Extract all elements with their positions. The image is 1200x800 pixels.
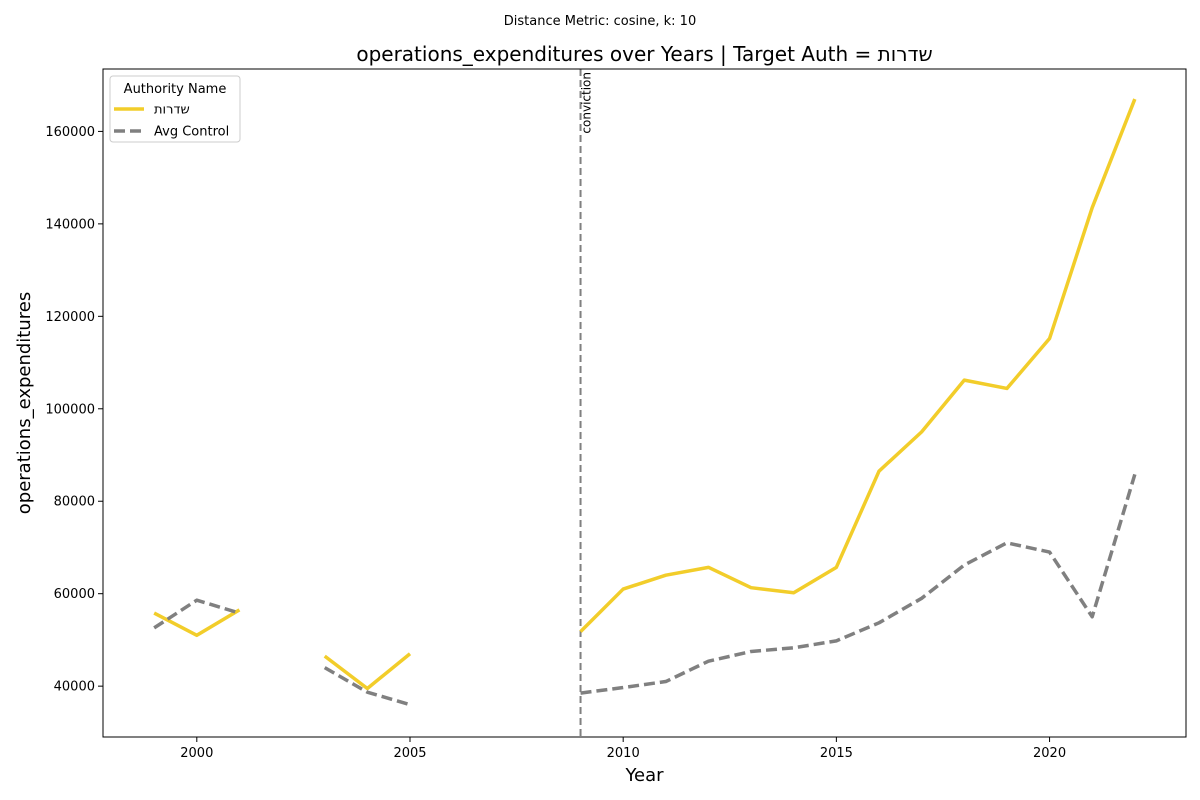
series-line-0-segment-2 <box>579 98 1137 633</box>
x-axis-label: Year <box>624 765 664 786</box>
y-axis-label: operations_expenditures <box>14 292 35 514</box>
series-line-1-segment-1 <box>323 666 411 707</box>
chart-title: operations_expenditures over Years | Tar… <box>356 42 932 66</box>
series-line-0-segment-1 <box>323 652 412 691</box>
y-tick-label: 40000 <box>54 680 95 695</box>
y-tick-label: 140000 <box>45 217 95 232</box>
event-vline-label: conviction <box>580 72 594 134</box>
x-tick-label: 2020 <box>1033 746 1066 761</box>
x-tick-label: 2015 <box>820 746 853 761</box>
plot-frame <box>102 68 1187 738</box>
series-line-1-segment-2 <box>580 473 1137 695</box>
figure-suptitle: Distance Metric: cosine, k: 10 <box>503 14 697 29</box>
legend-label-0: שדרות <box>154 103 190 118</box>
y-tick-label: 120000 <box>45 310 95 325</box>
legend-title: Authority Name <box>124 82 227 97</box>
x-tick-label: 2000 <box>180 746 213 761</box>
series-line-0-segment-0 <box>153 608 241 638</box>
legend-label-1: Avg Control <box>154 125 229 140</box>
x-tick-label: 2005 <box>393 746 426 761</box>
series-line-1-segment-0 <box>153 598 240 630</box>
y-tick-label: 160000 <box>45 125 95 140</box>
y-tick-label: 60000 <box>54 587 95 602</box>
x-tick-label: 2010 <box>607 746 640 761</box>
legend-box <box>109 75 241 143</box>
y-tick-label: 80000 <box>54 495 95 510</box>
y-tick-label: 100000 <box>45 402 95 417</box>
